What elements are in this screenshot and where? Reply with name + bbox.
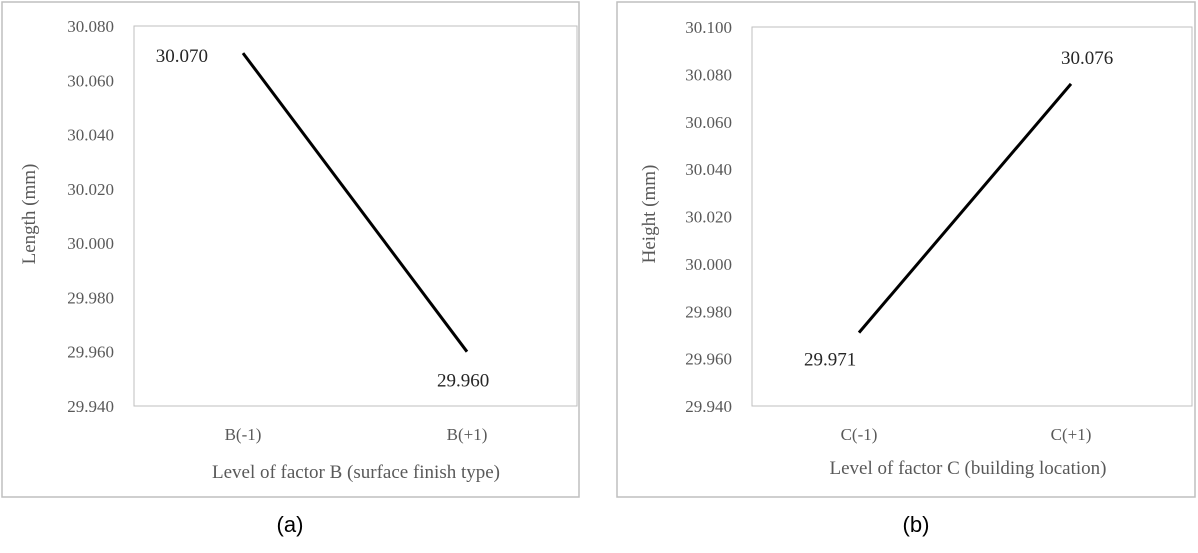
data-label: 30.076 bbox=[1061, 48, 1113, 69]
chart-b-y-axis-title: Height (mm) bbox=[639, 165, 660, 264]
y-tick-label: 30.020 bbox=[685, 208, 732, 227]
y-tick-label: 29.980 bbox=[67, 288, 114, 307]
chart-a-x-axis-title: Level of factor B (surface finish type) bbox=[212, 462, 500, 483]
chart-b-y-tick-labels: 29.940 29.960 29.980 30.000 30.020 30.040 30.0… bbox=[685, 18, 732, 416]
chart-b: 29.940 29.960 29.980 30.000 30.020 30.040 30.0… bbox=[616, 1, 1196, 498]
y-tick-label: 29.960 bbox=[67, 343, 114, 362]
chart-a-data-labels: 30.070 29.960 bbox=[156, 46, 490, 392]
chart-a-caption: (a) bbox=[277, 512, 304, 537]
y-tick-label: 30.000 bbox=[67, 234, 114, 253]
y-tick-label: 30.060 bbox=[67, 71, 114, 90]
y-tick-label: 30.080 bbox=[685, 65, 732, 84]
chart-a-frame bbox=[1, 1, 580, 498]
y-tick-label: 30.080 bbox=[67, 17, 114, 36]
chart-b-x-axis-title: Level of factor C (building location) bbox=[830, 458, 1107, 479]
y-tick-label: 30.040 bbox=[67, 126, 114, 145]
chart-b-frame bbox=[616, 1, 1196, 498]
y-tick-label: 29.940 bbox=[685, 397, 732, 416]
y-tick-label: 30.020 bbox=[67, 180, 114, 199]
chart-b-caption: (b) bbox=[903, 512, 930, 537]
chart-a: 29.940 29.960 29.980 30.000 30.020 30.040 30.0… bbox=[1, 1, 580, 498]
chart-b-plot-area bbox=[751, 26, 1193, 407]
data-label: 30.070 bbox=[156, 46, 208, 67]
x-tick-label: C(+1) bbox=[1051, 425, 1092, 444]
y-tick-label: 30.000 bbox=[685, 255, 732, 274]
data-label: 29.960 bbox=[437, 371, 489, 392]
x-tick-label: B(+1) bbox=[447, 425, 488, 444]
y-tick-label: 30.040 bbox=[685, 160, 732, 179]
x-tick-label: B(-1) bbox=[225, 425, 262, 444]
y-tick-label: 30.100 bbox=[685, 18, 732, 37]
chart-b-data-labels: 29.971 30.076 bbox=[804, 48, 1113, 371]
x-tick-label: C(-1) bbox=[841, 425, 878, 444]
chart-a-y-tick-labels: 29.940 29.960 29.980 30.000 30.020 30.040 30.0… bbox=[67, 17, 114, 416]
chart-a-plot-area bbox=[133, 25, 578, 407]
y-tick-label: 29.960 bbox=[685, 350, 732, 369]
chart-b-series-line bbox=[857, 82, 1073, 334]
y-tick-label: 30.060 bbox=[685, 113, 732, 132]
chart-a-x-tick-labels: B(-1) B(+1) bbox=[225, 425, 488, 444]
chart-a-series-line bbox=[241, 52, 469, 353]
chart-b-x-tick-labels: C(-1) C(+1) bbox=[841, 425, 1092, 444]
y-tick-label: 29.940 bbox=[67, 397, 114, 416]
y-tick-label: 29.980 bbox=[685, 302, 732, 321]
chart-a-y-axis-title: Length (mm) bbox=[19, 164, 40, 265]
data-label: 29.971 bbox=[804, 350, 856, 371]
